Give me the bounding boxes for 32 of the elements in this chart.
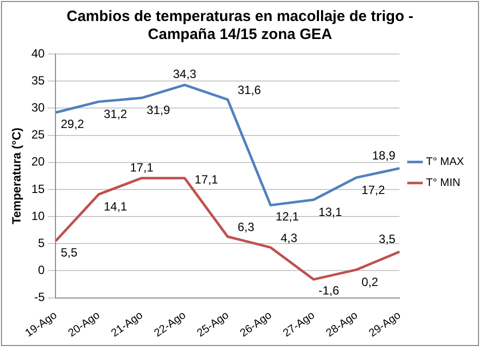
- data-label: 34,3: [172, 67, 197, 82]
- data-label: 4,3: [280, 230, 298, 245]
- y-tick-label: 30: [31, 100, 46, 114]
- data-label: 29,2: [60, 116, 84, 131]
- data-label: 17,2: [362, 182, 386, 197]
- y-tick-label: 40: [31, 46, 46, 60]
- data-label: 13,1: [318, 205, 342, 220]
- y-tick-label: 35: [31, 73, 46, 88]
- data-label: 3,5: [378, 232, 396, 246]
- data-label: 31,6: [238, 82, 262, 97]
- data-label: -1,6: [318, 284, 340, 298]
- chart-title: Cambios de temperaturas en macollaje de trigo - Campaña 14/15 zona GEA: [66, 8, 414, 44]
- data-label: 6,3: [238, 220, 255, 234]
- y-tick-label: 15: [31, 182, 46, 196]
- data-label: 5,5: [60, 245, 78, 260]
- legend-label: T° MIN: [426, 177, 460, 190]
- legend-label: T° MAX: [426, 156, 465, 168]
- y-tick-label: 25: [31, 128, 46, 142]
- data-label: 31,9: [146, 103, 170, 118]
- data-label: 0,2: [362, 274, 379, 289]
- data-label: 17,1: [194, 172, 218, 186]
- y-tick-label: -5: [34, 290, 46, 304]
- data-label: 17,1: [130, 160, 154, 174]
- y-tick-label: 10: [31, 208, 46, 223]
- y-axis-title: Temperatura (°C): [10, 128, 24, 224]
- data-label: 12,1: [276, 209, 300, 224]
- data-label: 14,1: [104, 200, 128, 214]
- y-tick-label: 20: [31, 154, 46, 169]
- y-tick-label: 5: [38, 236, 46, 250]
- data-label: 31,2: [104, 106, 128, 121]
- y-tick-label: 0: [38, 263, 46, 278]
- data-label: 18,9: [372, 148, 396, 163]
